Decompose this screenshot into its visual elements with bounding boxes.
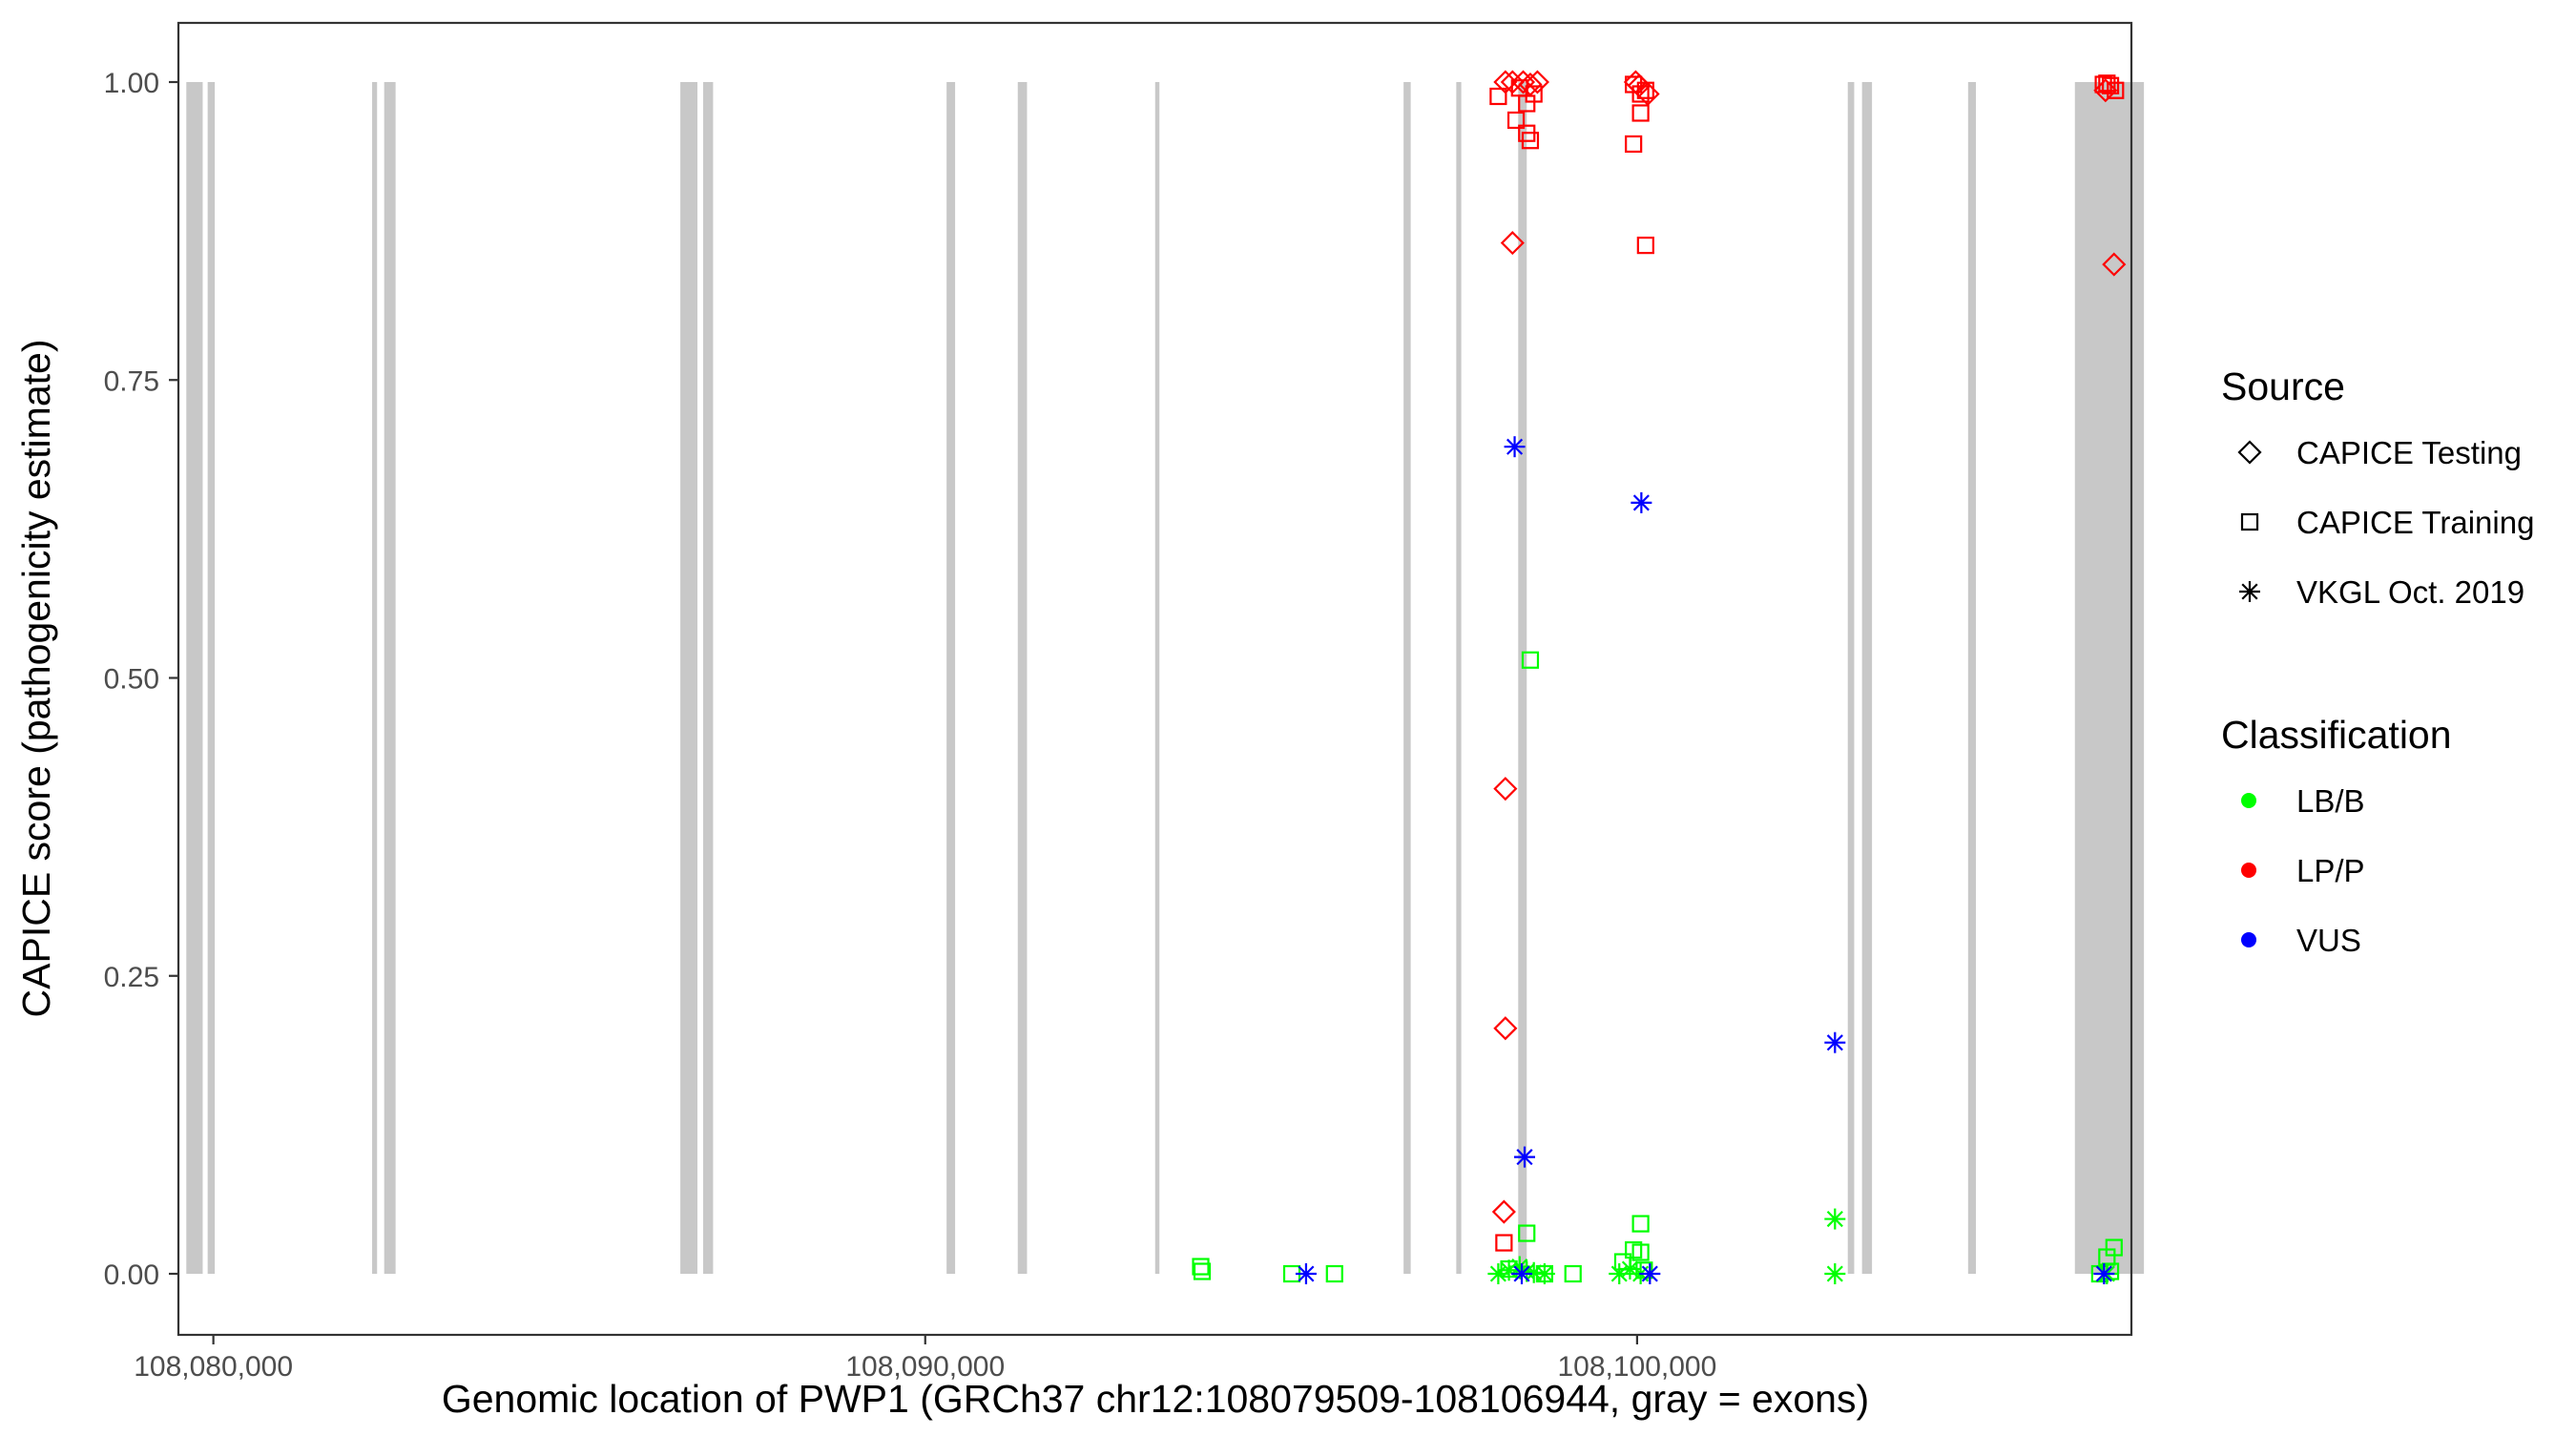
data-point-square <box>1564 1264 1582 1283</box>
legend-dot-lpp <box>2241 863 2256 878</box>
exon-band-13 <box>1847 82 1855 1274</box>
data-point-square <box>1625 135 1643 154</box>
data-point-asterisk <box>1504 436 1526 458</box>
data-point-square <box>2105 1238 2123 1257</box>
legend-square-key <box>2240 512 2259 531</box>
exon-band-5 <box>680 82 698 1274</box>
legend-source-item-training: CAPICE Training <box>2240 505 2534 540</box>
data-point-square <box>1631 1243 1650 1261</box>
data-point-diamond <box>1493 777 1518 801</box>
legend-classification-title: Classification <box>2221 713 2452 757</box>
x-axis-label: Genomic location of PWP1 (GRCh37 chr12:1… <box>442 1377 1869 1421</box>
y-tick-label: 0.00 <box>104 1259 159 1291</box>
data-point-asterisk <box>1514 1146 1536 1168</box>
exon-band-9 <box>1154 82 1160 1274</box>
exon-band-3 <box>372 82 378 1274</box>
data-point-square <box>1192 1258 1210 1276</box>
exon-band-16 <box>2074 82 2145 1274</box>
axes: 0.00 0.25 0.50 0.75 1.00 108,080,000 108,090,0… <box>104 68 1717 1383</box>
exon-band-2 <box>207 82 216 1274</box>
data-point-square <box>1193 1262 1212 1280</box>
data-point-square <box>1636 81 1654 99</box>
legend-class-item-lbb: LB/B <box>2241 783 2365 819</box>
legend-class-item-lpp: LP/P <box>2241 853 2365 888</box>
x-tick-label: 108,100,000 <box>1557 1351 1716 1383</box>
exon-band-10 <box>1403 82 1411 1274</box>
legend-square-marker <box>2240 512 2259 531</box>
exon-band-1 <box>186 82 203 1274</box>
exon-band-14 <box>1861 82 1873 1274</box>
exon-band-4 <box>384 82 396 1274</box>
data-point-asterisk <box>1824 1031 1846 1053</box>
data-point-asterisk <box>1824 1263 1846 1284</box>
y-tick-label: 1.00 <box>104 68 159 99</box>
data-point-square <box>1325 1264 1343 1283</box>
y-tick-label: 0.50 <box>104 664 159 696</box>
legend-asterisk-key <box>2239 581 2260 602</box>
data-point-asterisk <box>1631 491 1652 513</box>
data-point-asterisk <box>1295 1263 1317 1284</box>
legend-dot-lbb <box>2241 793 2256 808</box>
data-point-square <box>1631 1215 1650 1233</box>
data-point-square <box>2101 76 2120 94</box>
data-point-square <box>1506 111 1526 130</box>
legend-label-vus: VUS <box>2296 923 2361 958</box>
data-point-diamond <box>2102 252 2127 277</box>
legend-asterisk-marker <box>2239 581 2260 602</box>
legend-label-vkgl: VKGL Oct. 2019 <box>2296 574 2524 610</box>
legend-source-item-testing: CAPICE Testing <box>2237 435 2522 470</box>
legend-label-lbb: LB/B <box>2296 783 2365 819</box>
data-point-diamond <box>1525 70 1549 94</box>
y-axis-label: CAPICE score (pathogenicity estimate) <box>14 340 58 1018</box>
data-point-square <box>1525 85 1543 103</box>
data-point-asterisk <box>1824 1208 1846 1230</box>
x-tick-label: 108,090,000 <box>845 1351 1005 1383</box>
exon-band-12 <box>1518 82 1527 1274</box>
legend-source-item-vkgl: VKGL Oct. 2019 <box>2239 574 2524 610</box>
data-point-square <box>1495 1234 1513 1252</box>
legend-label-lpp: LP/P <box>2296 853 2365 888</box>
legend-dot-vus <box>2241 932 2256 947</box>
legend-source-title: Source <box>2221 364 2345 408</box>
legend: Source CAPICE Testing CAPICE Training VK… <box>2221 364 2534 958</box>
legend-diamond-key <box>2237 440 2262 465</box>
exon-band-6 <box>702 82 714 1274</box>
exon-band-7 <box>946 82 956 1274</box>
data-point-square <box>1631 104 1650 122</box>
data-point-square <box>1521 132 1540 150</box>
legend-label-capice-testing: CAPICE Testing <box>2296 435 2522 470</box>
data-point-square <box>1489 87 1507 106</box>
x-tick-label: 108,080,000 <box>134 1351 293 1383</box>
data-point-diamond <box>1491 1199 1516 1224</box>
data-point-diamond <box>1500 231 1525 256</box>
data-point-square <box>1521 651 1540 669</box>
data-point-asterisk <box>2093 1263 2115 1284</box>
y-tick-label: 0.25 <box>104 962 159 993</box>
data-point-diamond <box>1493 1016 1518 1041</box>
data-point-square <box>1636 237 1654 255</box>
legend-class-item-vus: VUS <box>2241 923 2361 958</box>
data-point-square <box>1631 85 1650 103</box>
data-point-square <box>1518 1224 1536 1242</box>
y-tick-label: 0.75 <box>104 365 159 397</box>
data-point-square <box>2098 74 2116 93</box>
legend-diamond-marker <box>2237 440 2262 465</box>
data-point-asterisk <box>1511 1263 1533 1284</box>
legend-label-capice-training: CAPICE Training <box>2296 505 2534 540</box>
data-points <box>1192 70 2127 1284</box>
exon-band-8 <box>1017 82 1028 1274</box>
plot-panel-border <box>177 21 2133 1337</box>
data-point-asterisk <box>1639 1263 1661 1284</box>
exon-band-15 <box>1967 82 1977 1274</box>
data-point-asterisk <box>1533 1263 1555 1284</box>
exon-bands <box>186 82 2145 1274</box>
exon-band-11 <box>1456 82 1462 1274</box>
